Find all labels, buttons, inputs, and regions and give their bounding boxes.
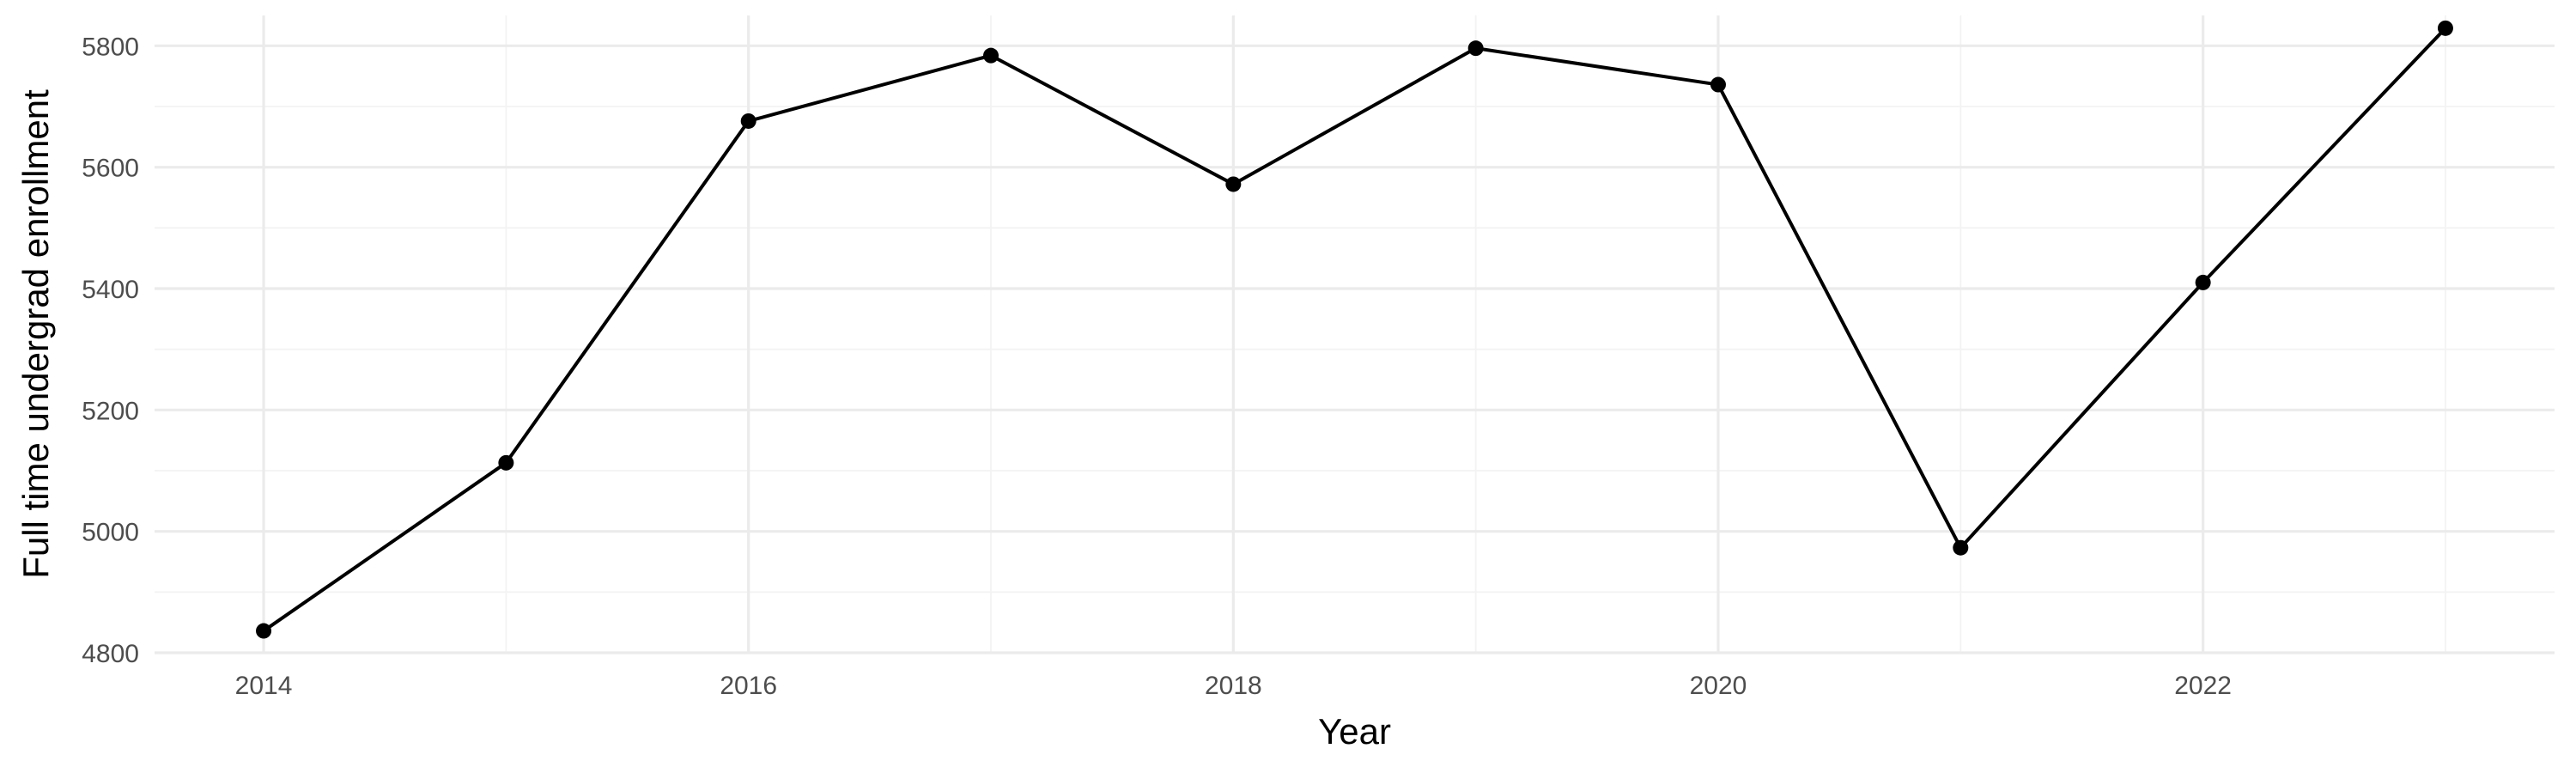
series — [256, 20, 2453, 639]
y-tick-label: 5800 — [82, 33, 139, 61]
x-axis-title: Year — [1318, 711, 1391, 752]
x-tick-label: 2014 — [235, 672, 293, 700]
series-line — [262, 26, 2447, 633]
y-tick-label: 4800 — [82, 640, 139, 668]
data-point — [1225, 176, 1242, 192]
y-axis-title: Full time undergrad enrollment — [15, 89, 56, 579]
data-point — [983, 47, 999, 64]
x-tick-label: 2016 — [720, 672, 777, 700]
y-tick-label: 5400 — [82, 276, 139, 304]
data-point — [740, 113, 756, 129]
y-tick-label: 5600 — [82, 155, 139, 183]
data-point — [2195, 274, 2211, 290]
y-tick-label: 5200 — [82, 397, 139, 425]
data-point — [498, 454, 514, 471]
x-tick-label: 2020 — [1690, 672, 1747, 700]
data-point — [1953, 539, 1969, 556]
data-point — [1710, 76, 1726, 93]
x-tick-label: 2018 — [1205, 672, 1262, 700]
grid — [155, 15, 2555, 654]
y-axis-ticks: 4800 5000 5200 5400 5600 5800 — [82, 33, 139, 668]
data-point — [256, 623, 272, 639]
x-axis-ticks: 2014 2016 2018 2020 2022 — [235, 672, 2232, 700]
y-tick-label: 5000 — [82, 519, 139, 547]
data-point — [2437, 20, 2453, 36]
data-point — [1467, 40, 1484, 57]
x-tick-label: 2022 — [2174, 672, 2232, 700]
